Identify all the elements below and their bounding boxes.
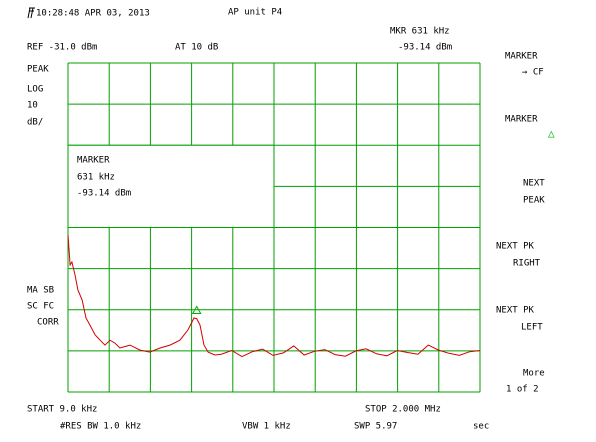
softkey[interactable]: MARKER (505, 52, 538, 62)
attenuation: AT 10 dB (175, 43, 218, 53)
logo (27, 7, 35, 19)
softkey[interactable]: RIGHT (513, 259, 541, 269)
trace (67, 234, 481, 358)
left-label: PEAK (27, 65, 49, 75)
screen-title: AP unit P4 (228, 8, 282, 18)
softkey[interactable]: More (523, 369, 545, 379)
stop-freq: STOP 2.000 MHz (365, 405, 441, 415)
marker-box-text: MARKER (77, 156, 110, 166)
left-label: SC FC (27, 302, 54, 312)
softkey[interactable]: △ (548, 127, 555, 140)
softkey[interactable]: → CF (522, 68, 544, 78)
timestamp: 10:28:48 APR 03, 2013 (36, 9, 150, 19)
left-label: MA SB (27, 286, 54, 296)
marker-freq: MKR 631 kHz (390, 27, 450, 37)
ref-level: REF -31.0 dBm (27, 43, 97, 53)
left-label: dB/ (27, 118, 43, 128)
softkey[interactable]: NEXT (523, 179, 545, 189)
marker-box-text: 631 kHz (77, 173, 115, 183)
softkey[interactable]: MARKER (505, 115, 538, 125)
start-freq: START 9.0 kHz (27, 405, 97, 415)
vbw: VBW 1 kHz (242, 422, 291, 432)
left-label: CORR (37, 318, 59, 328)
left-label: LOG (27, 85, 43, 95)
softkey[interactable]: NEXT PK (496, 242, 535, 252)
softkey[interactable]: NEXT PK (496, 306, 535, 316)
marker-box-text: -93.14 dBm (77, 189, 131, 199)
plot-area (67, 62, 481, 393)
sweep: SWP 5.97 (354, 422, 397, 432)
marker (191, 305, 202, 315)
softkey[interactable]: PEAK (523, 196, 545, 206)
softkey[interactable]: 1 of 2 (506, 385, 539, 395)
softkey[interactable]: LEFT (521, 323, 543, 333)
marker-level: -93.14 dBm (398, 43, 452, 53)
rbw: #RES BW 1.0 kHz (60, 422, 141, 432)
sweep-unit: sec (473, 422, 489, 432)
left-label: 10 (27, 101, 38, 111)
marker-box (67, 144, 275, 228)
